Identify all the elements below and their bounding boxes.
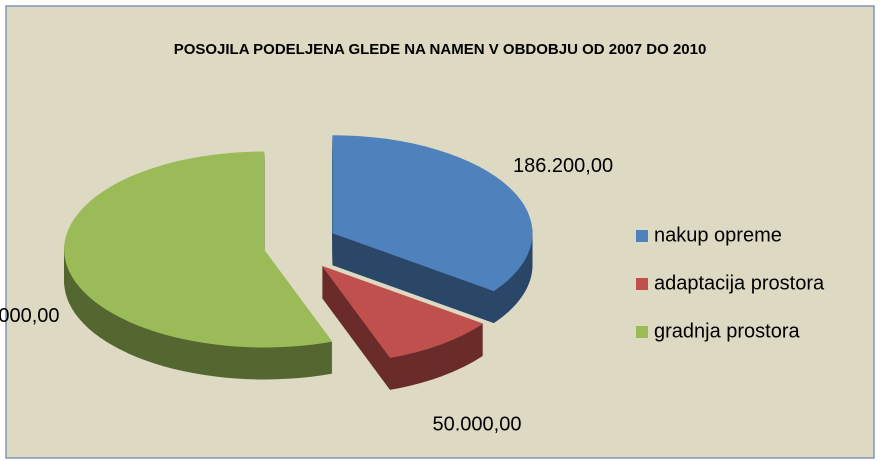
legend-label: nakup opreme [654,224,782,246]
data-label: 50.000,00 [432,414,521,436]
data-label: 186.200,00 [513,155,613,177]
legend-swatch [636,230,648,242]
slice-top [332,135,533,292]
legend-label: gradnja prostora [654,320,801,342]
chart-title: POSOJILA PODELJENA GLEDE NA NAMEN V OBDO… [174,41,707,58]
slice [321,265,484,390]
data-label: 295.000,00 [0,305,60,327]
legend-swatch [636,326,648,338]
slice-top [321,265,484,358]
slice-top [64,151,333,348]
slice [64,151,333,380]
slice [332,135,533,324]
legend-label: adaptacija prostora [654,272,825,294]
legend-swatch [636,278,648,290]
